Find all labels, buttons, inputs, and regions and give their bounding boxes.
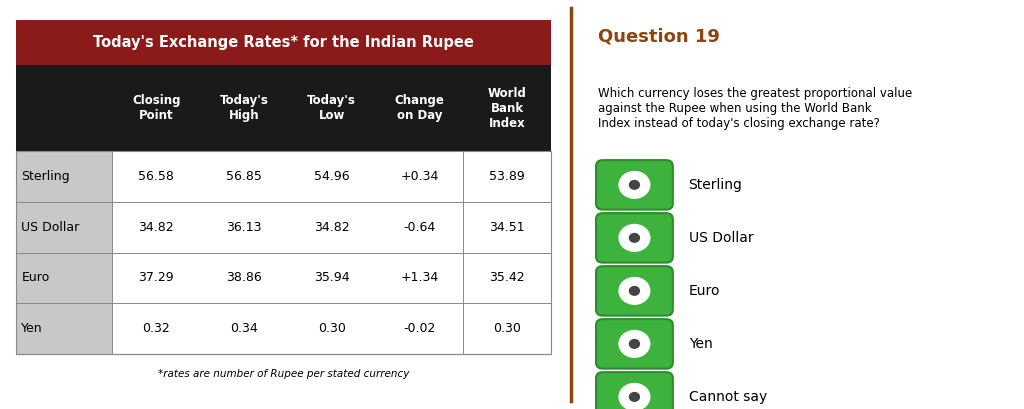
Text: +1.34: +1.34 — [400, 272, 438, 284]
Text: 34.82: 34.82 — [314, 221, 349, 234]
Text: Closing
Point: Closing Point — [132, 94, 180, 122]
Text: 35.94: 35.94 — [314, 272, 349, 284]
Text: 36.13: 36.13 — [226, 221, 262, 234]
Circle shape — [620, 278, 650, 304]
FancyBboxPatch shape — [113, 151, 551, 202]
FancyBboxPatch shape — [15, 202, 113, 253]
Text: Which currency loses the greatest proportional value
against the Rupee when usin: Which currency loses the greatest propor… — [598, 87, 912, 130]
Text: 37.29: 37.29 — [138, 272, 174, 284]
Text: 0.30: 0.30 — [317, 322, 346, 335]
FancyBboxPatch shape — [596, 372, 673, 409]
Circle shape — [620, 171, 650, 198]
Text: US Dollar: US Dollar — [688, 231, 754, 245]
FancyBboxPatch shape — [15, 65, 551, 151]
FancyBboxPatch shape — [596, 213, 673, 263]
FancyBboxPatch shape — [596, 266, 673, 316]
Text: Change
on Day: Change on Day — [394, 94, 444, 122]
FancyBboxPatch shape — [113, 253, 551, 303]
Text: Euro: Euro — [22, 272, 49, 284]
FancyBboxPatch shape — [15, 253, 113, 303]
Text: -0.64: -0.64 — [403, 221, 435, 234]
Circle shape — [630, 180, 639, 189]
Text: Today's
Low: Today's Low — [307, 94, 356, 122]
FancyBboxPatch shape — [15, 151, 113, 202]
Text: 38.86: 38.86 — [226, 272, 262, 284]
Text: +0.34: +0.34 — [400, 170, 438, 183]
Text: World
Bank
Index: World Bank Index — [487, 87, 526, 130]
Circle shape — [630, 287, 639, 295]
Text: Question 19: Question 19 — [598, 28, 720, 46]
Text: Sterling: Sterling — [688, 178, 742, 192]
Circle shape — [620, 330, 650, 357]
Text: 34.51: 34.51 — [489, 221, 525, 234]
Circle shape — [630, 393, 639, 401]
Circle shape — [620, 225, 650, 251]
Text: 0.34: 0.34 — [230, 322, 258, 335]
Text: 56.58: 56.58 — [138, 170, 174, 183]
FancyBboxPatch shape — [113, 202, 551, 253]
Text: Today's Exchange Rates* for the Indian Rupee: Today's Exchange Rates* for the Indian R… — [93, 35, 474, 50]
Text: 34.82: 34.82 — [138, 221, 174, 234]
FancyBboxPatch shape — [596, 319, 673, 369]
Text: Yen: Yen — [22, 322, 43, 335]
Circle shape — [630, 234, 639, 242]
FancyBboxPatch shape — [15, 20, 551, 65]
Text: -0.02: -0.02 — [403, 322, 435, 335]
Text: Euro: Euro — [688, 284, 720, 298]
Circle shape — [620, 384, 650, 409]
FancyBboxPatch shape — [596, 160, 673, 209]
Text: Today's
High: Today's High — [219, 94, 268, 122]
FancyBboxPatch shape — [113, 303, 551, 354]
Text: *rates are number of Rupee per stated currency: *rates are number of Rupee per stated cu… — [158, 369, 410, 380]
Circle shape — [630, 339, 639, 348]
Text: 0.30: 0.30 — [494, 322, 521, 335]
Text: Yen: Yen — [688, 337, 713, 351]
Text: 54.96: 54.96 — [314, 170, 349, 183]
Text: Sterling: Sterling — [22, 170, 70, 183]
Text: US Dollar: US Dollar — [22, 221, 80, 234]
Text: 0.32: 0.32 — [142, 322, 170, 335]
FancyBboxPatch shape — [15, 303, 113, 354]
Text: 56.85: 56.85 — [226, 170, 262, 183]
Text: Cannot say: Cannot say — [688, 390, 767, 404]
Text: 53.89: 53.89 — [489, 170, 525, 183]
Text: 35.42: 35.42 — [489, 272, 525, 284]
